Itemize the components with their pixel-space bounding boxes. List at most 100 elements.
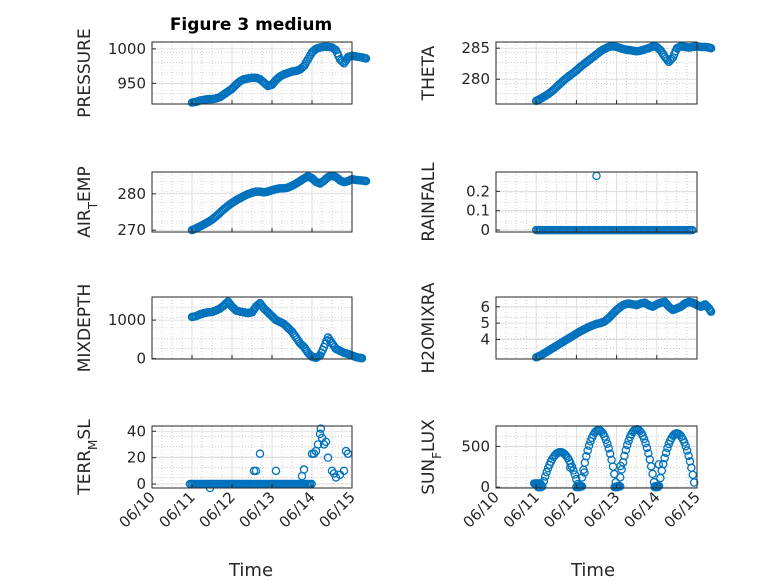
y-axis-label-sub: F	[430, 452, 444, 459]
y-tick-labels: 280 285	[461, 39, 500, 88]
data-point	[577, 473, 587, 482]
series-markers	[185, 424, 353, 493]
data-point	[681, 441, 690, 451]
y-tick-labels: 0 20 40	[127, 422, 156, 493]
data-point	[542, 467, 551, 477]
data-point	[613, 482, 622, 492]
data-point	[603, 439, 612, 448]
x-tick-label: 06/10	[116, 488, 159, 531]
y-axis-label-rest: EMP	[75, 166, 95, 202]
data-point	[315, 429, 325, 439]
axes-box	[151, 41, 353, 105]
data-point	[581, 452, 591, 461]
y-axis-label-main: SUN	[419, 459, 439, 495]
data-point	[341, 446, 351, 456]
data-point	[583, 446, 592, 455]
y-axis-label-main: TERR	[75, 450, 95, 496]
minor-grid	[495, 172, 698, 232]
subplot-rainfall: 00.1 0.2 RAINFALL	[419, 162, 698, 242]
data-point	[605, 449, 615, 459]
x-tick-label: 06/15	[316, 488, 359, 531]
subplot-air_temp: 270 280 AIRTEMP	[75, 166, 371, 239]
data-point	[658, 459, 668, 469]
y-tick-label: 0	[480, 478, 490, 496]
data-point	[620, 451, 629, 461]
y-tick-label: 0	[136, 350, 146, 368]
data-point	[604, 444, 614, 453]
data-point	[361, 54, 371, 63]
data-point	[688, 470, 698, 480]
y-tick-labels: 0 500	[461, 437, 500, 496]
data-point	[576, 481, 585, 491]
x-tick-label: 06/14	[620, 488, 663, 531]
axes-box	[495, 41, 698, 105]
data-point	[680, 438, 689, 447]
data-point	[357, 353, 367, 363]
data-point	[684, 451, 693, 460]
y-tick-labels: 0 1000	[108, 311, 156, 368]
subplot-theta: 280 285 THETA	[419, 39, 716, 106]
y-tick-labels: 456	[480, 298, 500, 348]
y-tick-label: 1000	[108, 311, 146, 329]
x-tick-label: 06/13	[236, 488, 279, 531]
data-point	[635, 426, 645, 436]
data-point	[616, 461, 625, 471]
data-point	[689, 478, 699, 487]
series-markers	[531, 42, 716, 106]
series-markers	[531, 297, 716, 362]
x-axis-label-right: Time	[570, 560, 615, 581]
y-tick-label: 0	[136, 475, 146, 493]
data-point	[660, 453, 669, 463]
y-tick-label: 0.1	[466, 202, 490, 220]
y-axis-label-rest: LUX	[419, 419, 439, 452]
data-point	[653, 482, 662, 492]
data-point	[313, 440, 323, 449]
data-point	[654, 460, 664, 469]
data-point	[682, 446, 692, 455]
y-tick-label: 4	[480, 330, 490, 348]
data-point	[614, 481, 624, 491]
subplot-pressure: 950 1000 PRESSURE	[75, 28, 371, 118]
x-tick-label: 06/11	[500, 488, 543, 531]
y-axis-label: RAINFALL	[419, 162, 439, 242]
y-tick-label: 280	[117, 185, 146, 203]
x-axis-label-left: Time	[228, 560, 273, 581]
data-point	[615, 473, 625, 482]
x-tick-label: 06/12	[540, 488, 583, 531]
y-tick-label: 0.2	[466, 182, 490, 200]
y-tick-label: 270	[117, 221, 146, 239]
y-tick-label: 500	[461, 437, 490, 455]
data-point	[319, 440, 329, 449]
series-markers	[531, 171, 697, 235]
axes-box	[495, 171, 698, 233]
data-point	[641, 438, 650, 448]
data-point	[309, 449, 319, 458]
data-point	[255, 449, 265, 458]
x-tick-label: 06/14	[276, 488, 319, 531]
data-point	[251, 466, 261, 476]
data-point	[667, 54, 676, 64]
data-point	[316, 424, 326, 433]
data-point	[601, 435, 611, 444]
y-axis-label: MIXDEPTH	[75, 284, 95, 373]
x-tick-label: 06/15	[661, 488, 704, 531]
data-point	[642, 443, 652, 453]
data-point	[566, 463, 575, 472]
y-axis-label-main: AIR	[75, 209, 95, 238]
y-tick-label: 20	[127, 449, 146, 467]
data-point	[571, 474, 581, 484]
data-point	[597, 427, 606, 437]
y-tick-label: 0	[480, 221, 490, 239]
subplot-h2omixra: 456 H2OMIXRA	[419, 282, 716, 374]
data-point	[706, 307, 716, 316]
data-point	[687, 225, 697, 235]
data-point	[327, 466, 337, 476]
series-markers	[529, 425, 699, 492]
subplot-mixdepth: 0 1000 MIXDEPTH	[75, 284, 367, 373]
y-axis-label-rest: SL	[75, 419, 95, 440]
data-point	[329, 469, 339, 478]
